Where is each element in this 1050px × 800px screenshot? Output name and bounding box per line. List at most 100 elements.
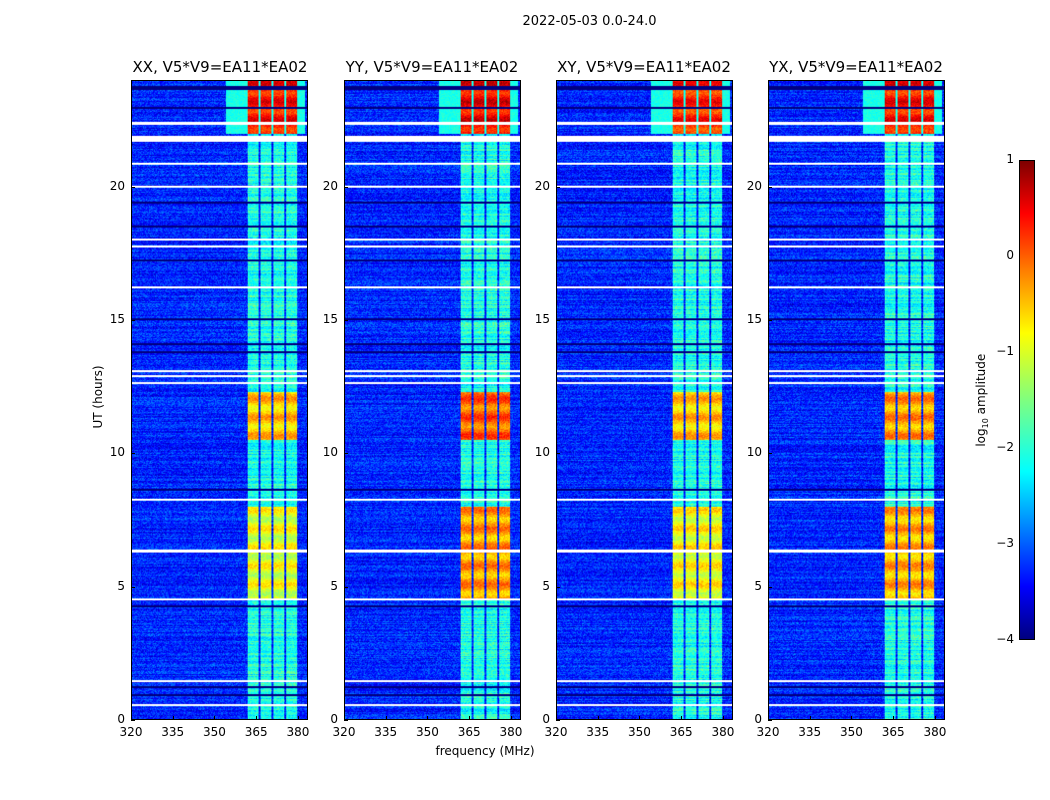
- x-tick-label: 365: [881, 725, 905, 739]
- x-tick-mark: [469, 716, 471, 720]
- x-tick-mark: [681, 716, 683, 720]
- heatmap-panel-xx: [131, 80, 308, 720]
- y-tick-mark: [344, 586, 348, 588]
- panel-title-yx: YX, V5*V9=EA11*EA02: [769, 58, 943, 76]
- x-tick-label: 380: [286, 725, 310, 739]
- colorbar-tick-label: −2: [996, 440, 1014, 454]
- panel-title-yy: YY, V5*V9=EA11*EA02: [345, 58, 519, 76]
- x-tick-label: 320: [756, 725, 780, 739]
- y-tick-label: 20: [109, 178, 125, 193]
- colorbar-tick-label: −4: [996, 632, 1014, 646]
- x-tick-mark: [172, 716, 174, 720]
- heatmap-panel-yy: [344, 80, 521, 720]
- y-tick-label: 0: [117, 712, 125, 726]
- y-tick-label: 10: [534, 445, 550, 460]
- x-tick-mark: [809, 716, 811, 720]
- x-tick-mark: [768, 716, 769, 720]
- x-tick-label: 380: [923, 725, 947, 739]
- x-tick-label: 320: [332, 725, 356, 739]
- y-tick-label: 5: [542, 578, 550, 593]
- x-tick-mark: [934, 716, 936, 720]
- x-tick-label: 350: [416, 725, 439, 739]
- x-tick-mark: [722, 716, 724, 720]
- x-tick-mark: [131, 716, 132, 720]
- y-tick-label: 15: [534, 312, 550, 326]
- x-tick-mark: [893, 716, 895, 720]
- x-tick-label: 320: [119, 725, 143, 739]
- x-tick-label: 350: [628, 725, 651, 739]
- y-tick-mark: [556, 453, 560, 455]
- y-tick-label: 15: [322, 312, 338, 326]
- y-tick-label: 20: [534, 178, 550, 193]
- x-tick-mark: [344, 716, 345, 720]
- y-tick-mark: [768, 453, 772, 455]
- y-tick-label: 5: [754, 578, 762, 593]
- colorbar-tick-label: 1: [1006, 152, 1014, 166]
- y-tick-mark: [344, 320, 348, 321]
- y-tick-mark: [131, 720, 135, 721]
- y-tick-label: 15: [746, 312, 762, 326]
- y-tick-label: 10: [322, 445, 338, 460]
- y-tick-mark: [344, 720, 348, 721]
- y-tick-mark: [131, 453, 135, 455]
- y-tick-label: 0: [754, 712, 762, 726]
- y-tick-label: 20: [322, 178, 338, 193]
- y-tick-label: 5: [330, 578, 338, 593]
- x-tick-label: 380: [711, 725, 735, 739]
- x-tick-mark: [427, 716, 429, 720]
- y-tick-label: 0: [330, 712, 338, 726]
- y-tick-mark: [344, 186, 348, 188]
- x-axis-label: frequency (MHz): [435, 744, 535, 758]
- heatmap-canvas: [132, 81, 307, 719]
- x-tick-label: 350: [840, 725, 863, 739]
- heatmap-canvas: [345, 81, 520, 719]
- y-tick-mark: [556, 586, 560, 588]
- x-tick-label: 335: [586, 725, 610, 739]
- heatmap-panel-yx: [768, 80, 945, 720]
- heatmap-canvas: [769, 81, 944, 719]
- y-tick-mark: [131, 586, 135, 588]
- x-tick-mark: [851, 716, 853, 720]
- y-tick-mark: [556, 186, 560, 188]
- colorbar-tick-label: −3: [996, 536, 1014, 550]
- x-tick-mark: [597, 716, 599, 720]
- x-tick-mark: [639, 716, 641, 720]
- x-tick-label: 335: [374, 725, 398, 739]
- y-tick-mark: [768, 586, 772, 588]
- figure-title: 2022-05-03 0.0-24.0: [522, 14, 657, 29]
- x-tick-label: 365: [244, 725, 268, 739]
- y-tick-mark: [556, 320, 560, 321]
- y-axis-label: UT (hours): [91, 365, 105, 429]
- x-tick-mark: [297, 716, 299, 720]
- y-tick-label: 15: [109, 312, 125, 326]
- colorbar-tick-label: −1: [996, 344, 1014, 358]
- heatmap-panel-xy: [556, 80, 733, 720]
- x-tick-label: 335: [798, 725, 822, 739]
- colorbar-tick-label: 0: [1006, 248, 1014, 262]
- y-tick-mark: [131, 320, 135, 321]
- heatmap-canvas: [557, 81, 732, 719]
- y-tick-label: 20: [746, 178, 762, 193]
- x-tick-mark: [256, 716, 258, 720]
- x-tick-mark: [556, 716, 557, 720]
- y-tick-label: 5: [117, 578, 125, 593]
- y-tick-label: 10: [746, 445, 762, 460]
- x-tick-label: 350: [203, 725, 226, 739]
- y-tick-mark: [768, 720, 772, 721]
- y-tick-label: 10: [109, 445, 125, 460]
- panel-title-xy: XY, V5*V9=EA11*EA02: [557, 58, 731, 76]
- x-tick-mark: [385, 716, 387, 720]
- y-tick-mark: [344, 453, 348, 455]
- y-tick-mark: [131, 186, 135, 188]
- x-tick-label: 365: [457, 725, 481, 739]
- x-tick-label: 380: [499, 725, 523, 739]
- panel-title-xx: XX, V5*V9=EA11*EA02: [132, 58, 308, 76]
- x-tick-mark: [214, 716, 216, 720]
- y-tick-mark: [556, 720, 560, 721]
- x-tick-label: 365: [669, 725, 693, 739]
- y-tick-label: 0: [542, 712, 550, 726]
- colorbar: [1019, 160, 1035, 640]
- y-tick-mark: [768, 320, 772, 321]
- x-tick-mark: [510, 716, 512, 720]
